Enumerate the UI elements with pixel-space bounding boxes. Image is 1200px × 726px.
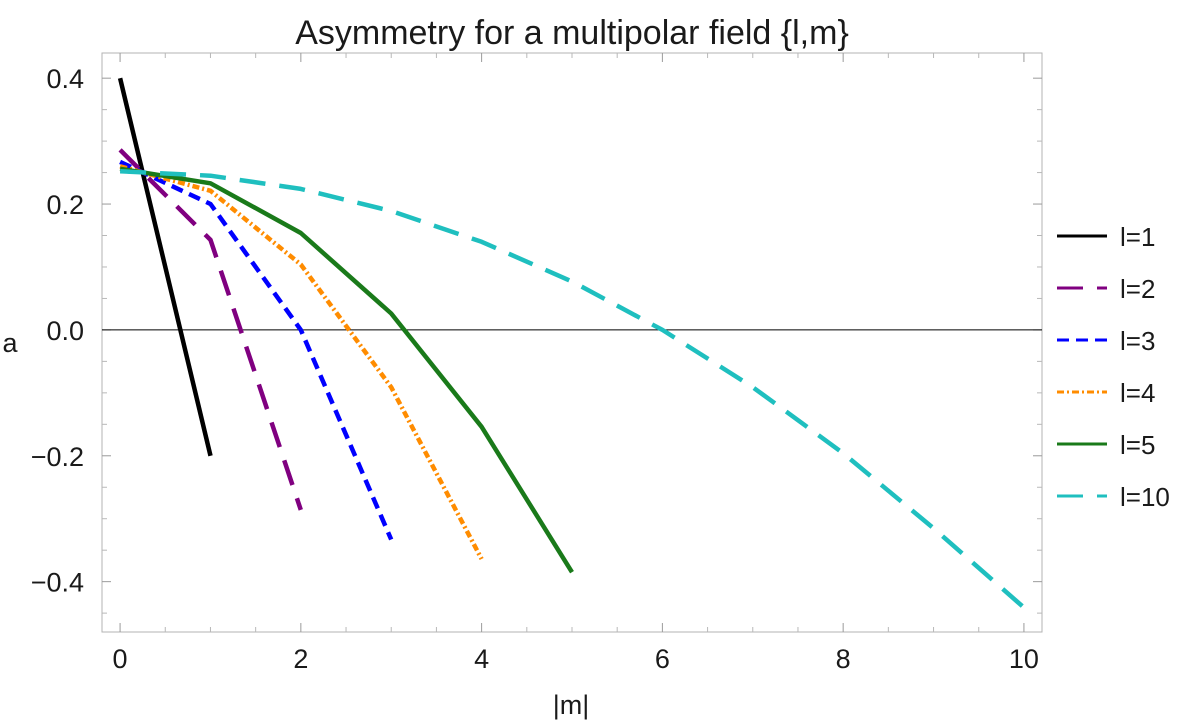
series-line-l-10: [119, 169, 1026, 610]
y-tick-label: 0.0: [46, 316, 84, 346]
series-line-l-4: [119, 164, 484, 561]
legend: l=1 l=2 l=3 l=4 l=5 l=10: [1057, 222, 1170, 512]
series-line-l-1: [117, 77, 213, 457]
x-tick-label: 2: [293, 644, 308, 674]
series-line-l-2: [118, 148, 303, 511]
legend-label-l-1: l=1: [1120, 222, 1155, 252]
legend-label-l-2: l=2: [1120, 274, 1155, 304]
legend-label-l-5: l=5: [1120, 430, 1155, 460]
x-tick-label: 0: [113, 644, 128, 674]
series-line-l-3: [119, 159, 394, 541]
x-axis-label: |m|: [553, 690, 590, 720]
plot-frame: [101, 52, 1043, 633]
legend-label-l-3: l=3: [1120, 326, 1155, 356]
legend-label-l-4: l=4: [1120, 378, 1155, 408]
x-tick-label: 8: [836, 644, 851, 674]
chart-title: Asymmetry for a multipolar field {l,m}: [295, 14, 849, 52]
x-tick-label: 6: [655, 644, 670, 674]
y-tick-label: −0.4: [31, 568, 84, 598]
y-tick-label: −0.2: [31, 442, 84, 472]
legend-label-l-10: l=10: [1120, 482, 1170, 512]
series-line-l-5: [119, 166, 574, 574]
series-layer: [117, 77, 1026, 610]
y-tick-label: 0.2: [46, 190, 84, 220]
y-axis-label: a: [2, 328, 18, 358]
x-tick-label: 10: [1009, 644, 1039, 674]
x-tick-label: 4: [474, 644, 489, 674]
y-tick-label: 0.4: [46, 64, 84, 94]
axis-ticks: 0 2 4 6 8 10 −0.4 −0.2 0.0 0.2 0.4: [31, 53, 1042, 674]
